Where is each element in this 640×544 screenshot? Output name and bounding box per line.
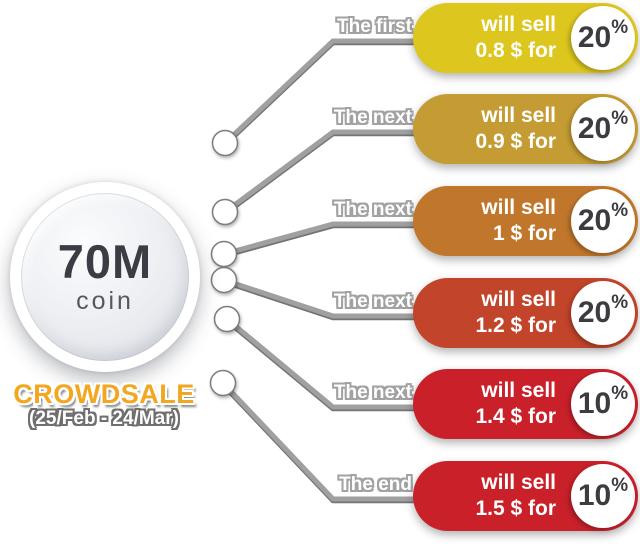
percent-sign: % [611,17,629,38]
tier-row-6: The end will sell 1.5 $ for 10% [0,461,640,531]
tier-offer-text: will sell 1.2 $ for [423,287,556,339]
tier-offer-text: will sell 0.8 $ for [423,12,556,64]
connector-tier-3 [223,221,417,259]
percent-value: 10 [577,479,612,512]
connector-tier-4 [223,277,417,321]
node-dot [210,240,238,268]
tier-pill: will sell 1 $ for 20% [413,186,638,256]
coin-amount: 70M [57,235,153,288]
tier-offer-line2: 1.4 $ for [475,405,556,428]
tier-offer-text: will sell 1 $ for [423,195,556,247]
percent-sign: % [611,108,629,129]
tier-percent-badge: 20% [571,97,635,161]
node-dot [210,266,238,294]
percent-value: 20 [577,112,612,145]
tier-label: The next [333,107,412,128]
tier-offer-line2: 1 $ for [492,222,556,245]
tier-pill: will sell 0.9 $ for 20% [413,94,638,164]
tier-offer-line1: will sell [481,379,556,402]
tier-row-4: The next will sell 1.2 $ for 20% [0,278,640,348]
connector-nodes [209,129,241,397]
tier-offer-line1: will sell [481,196,556,219]
coin-unit: coin [76,287,134,315]
tier-label: The first [337,16,412,37]
tier-offer-line2: 1.2 $ for [475,314,556,337]
tier-offer-line2: 0.9 $ for [475,130,556,153]
tier-pill: will sell 1.4 $ for 10% [413,369,638,439]
crowdsale-dates: (25/Feb - 24/Mar) [29,408,179,429]
percent-sign: % [611,383,629,404]
tier-row-5: The next will sell 1.4 $ for 10% [0,369,640,439]
percent-sign: % [611,200,629,221]
tier-offer-line1: will sell [481,288,556,311]
tier-label: The next [333,199,412,220]
tier-offer-line1: will sell [481,471,556,494]
node-dot [209,369,237,397]
crowdsale-title: CROWDSALE [13,379,195,409]
percent-sign: % [611,475,629,496]
percent-value: 20 [577,296,612,329]
tier-percent-badge: 20% [571,281,635,345]
tier-pill: will sell 1.5 $ for 10% [413,461,638,531]
connector-tier-6 [221,381,417,504]
tier-label: The end [339,474,412,495]
tier-offer-line1: will sell [481,13,556,36]
connector-tier-1 [223,38,417,147]
percent-value: 20 [577,204,612,237]
percent-value: 10 [577,387,612,420]
tier-offer-text: will sell 1.4 $ for [423,378,556,430]
percent-value: 20 [577,21,612,54]
tier-offer-text: will sell 1.5 $ for [423,470,556,522]
coin-circle: 70M coin [10,182,200,372]
tier-row-2: The next will sell 0.9 $ for 20% [0,94,640,164]
tier-percent-badge: 10% [571,464,635,528]
tier-pill: will sell 0.8 $ for 20% [413,3,638,73]
tier-label: The next [333,382,412,403]
connector-tier-5 [225,317,417,412]
tier-label: The next [333,291,412,312]
tier-offer-line1: will sell [481,104,556,127]
tier-row-3: The next will sell 1 $ for 20% [0,186,640,256]
tier-pill: will sell 1.2 $ for 20% [413,278,638,348]
tier-row-1: The first will sell 0.8 $ for 20% [0,3,640,73]
node-dot [211,198,239,226]
node-dot [211,129,239,157]
percent-sign: % [611,292,629,313]
connector-tier-2 [223,129,417,216]
tier-percent-badge: 20% [571,6,635,70]
coin-circle-face: 70M coin [21,193,189,361]
node-dot [213,305,241,333]
tier-offer-line2: 1.5 $ for [475,497,556,520]
tier-offer-text: will sell 0.9 $ for [423,103,556,155]
tier-percent-badge: 10% [571,372,635,436]
tier-offer-line2: 0.8 $ for [475,39,556,62]
tier-percent-badge: 20% [571,189,635,253]
